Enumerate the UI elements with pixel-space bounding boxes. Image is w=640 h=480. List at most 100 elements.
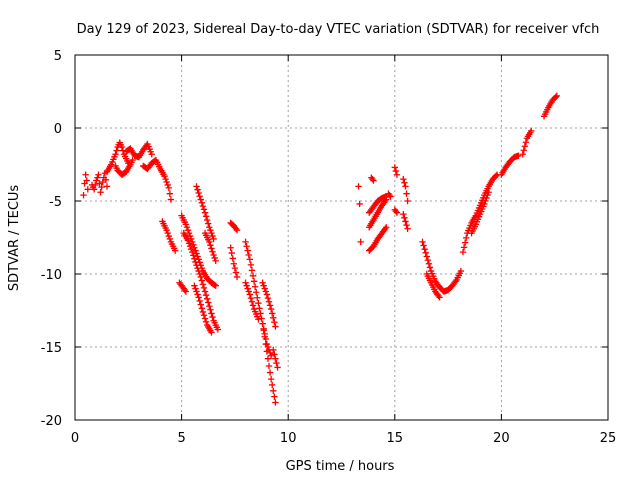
data-point bbox=[436, 294, 443, 301]
data-point bbox=[162, 175, 169, 183]
data-point bbox=[113, 147, 120, 154]
data-point bbox=[93, 177, 100, 184]
y-axis-label: SDTVAR / TECUs bbox=[7, 185, 22, 292]
data-point bbox=[103, 183, 111, 190]
data-point bbox=[251, 283, 259, 290]
data-point bbox=[197, 196, 204, 203]
data-point bbox=[202, 291, 210, 299]
y-tick-label-0: 0 bbox=[54, 122, 62, 137]
data-point bbox=[261, 285, 268, 292]
data-point bbox=[270, 346, 277, 354]
data-point bbox=[187, 245, 195, 253]
series-arc-30 bbox=[400, 210, 411, 232]
data-point bbox=[264, 355, 272, 362]
data-point bbox=[243, 282, 250, 289]
data-point bbox=[165, 184, 173, 192]
series-arc-5 bbox=[122, 140, 155, 161]
data-point bbox=[183, 224, 191, 231]
data-point bbox=[212, 257, 219, 265]
data-point bbox=[403, 221, 410, 229]
data-point bbox=[196, 270, 203, 278]
series-arc-14 bbox=[227, 219, 241, 234]
data-point bbox=[189, 238, 196, 246]
data-point bbox=[355, 183, 362, 190]
data-point bbox=[266, 349, 274, 357]
x-tick-label-10: 10 bbox=[280, 431, 297, 446]
data-point bbox=[196, 193, 203, 200]
data-point bbox=[82, 171, 89, 178]
series-arc-25 bbox=[368, 174, 377, 184]
data-point bbox=[196, 297, 203, 305]
series-arc-35 bbox=[498, 152, 522, 178]
data-point bbox=[200, 206, 208, 213]
data-point bbox=[184, 227, 192, 234]
data-point bbox=[84, 186, 91, 193]
data-point bbox=[198, 199, 206, 207]
series-arc-12 bbox=[193, 183, 217, 243]
data-point bbox=[172, 247, 179, 254]
data-point bbox=[166, 235, 174, 243]
data-point bbox=[387, 193, 394, 200]
data-point bbox=[193, 183, 200, 190]
data-point bbox=[245, 251, 252, 259]
data-point bbox=[421, 245, 428, 253]
series-arc-27 bbox=[391, 164, 401, 178]
data-point bbox=[484, 191, 491, 199]
data-point bbox=[270, 387, 277, 394]
data-point bbox=[206, 224, 213, 231]
data-point bbox=[267, 375, 275, 383]
data-point bbox=[163, 227, 170, 234]
series-arc-19 bbox=[259, 279, 279, 330]
data-point bbox=[167, 196, 175, 203]
data-point bbox=[198, 277, 206, 284]
series-arc-2 bbox=[88, 170, 111, 196]
data-point bbox=[210, 251, 217, 259]
data-point bbox=[249, 272, 257, 280]
y-tick-label-minus15: -15 bbox=[41, 341, 62, 356]
data-point bbox=[452, 278, 459, 285]
data-point bbox=[190, 241, 197, 248]
data-point bbox=[553, 92, 561, 100]
series-arc-1 bbox=[80, 171, 91, 199]
data-point bbox=[95, 171, 102, 178]
data-point bbox=[435, 292, 442, 300]
data-point bbox=[191, 244, 198, 251]
data-point bbox=[164, 229, 171, 237]
series-arc-28 bbox=[391, 206, 401, 216]
data-point bbox=[257, 310, 264, 317]
data-point bbox=[227, 244, 234, 251]
data-point bbox=[255, 300, 262, 307]
data-point bbox=[400, 175, 407, 183]
data-point bbox=[192, 285, 199, 292]
data-point bbox=[208, 229, 215, 237]
data-point bbox=[255, 316, 262, 323]
data-point bbox=[419, 238, 426, 246]
data-point bbox=[181, 286, 188, 294]
data-point bbox=[203, 216, 211, 224]
series-arc-23 bbox=[366, 196, 390, 231]
y-tick-label-minus20: -20 bbox=[41, 414, 62, 429]
data-point bbox=[191, 255, 198, 262]
data-point bbox=[192, 247, 199, 254]
data-point bbox=[191, 282, 198, 289]
series-arc-15 bbox=[227, 244, 241, 281]
data-point bbox=[369, 175, 376, 183]
data-point bbox=[165, 232, 173, 240]
data-point bbox=[249, 302, 257, 309]
data-point bbox=[401, 214, 408, 221]
data-point bbox=[206, 238, 213, 246]
data-point bbox=[163, 178, 170, 186]
data-point bbox=[118, 143, 126, 151]
data-point bbox=[243, 243, 250, 250]
data-point bbox=[214, 326, 222, 333]
data-point bbox=[102, 176, 110, 184]
series-arc-37 bbox=[540, 92, 561, 120]
data-point bbox=[370, 177, 377, 184]
data-point bbox=[382, 225, 389, 232]
data-point bbox=[266, 369, 274, 376]
data-point bbox=[189, 248, 196, 256]
data-point bbox=[83, 177, 90, 184]
data-point bbox=[80, 191, 87, 199]
data-point bbox=[209, 313, 216, 321]
